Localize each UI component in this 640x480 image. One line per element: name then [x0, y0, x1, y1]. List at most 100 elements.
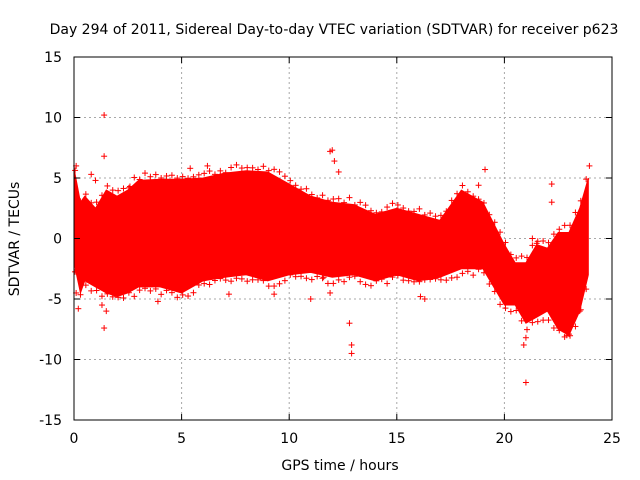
data-point [501, 269, 508, 276]
data-point [522, 334, 529, 341]
edge-marker-lower [454, 274, 461, 281]
edge-marker-upper [367, 207, 374, 214]
edge-marker-lower [432, 275, 439, 282]
edge-marker-lower [179, 291, 186, 298]
edge-marker-upper [324, 197, 331, 204]
edge-marker-upper [104, 182, 111, 189]
data-points [72, 112, 593, 386]
edge-marker-upper [497, 229, 504, 236]
edge-marker-upper [518, 253, 525, 260]
edge-marker-lower [120, 294, 127, 301]
data-point [75, 305, 82, 312]
edge-marker-lower [507, 308, 514, 315]
data-point [126, 183, 133, 190]
edge-marker-upper [529, 242, 536, 249]
edge-marker-upper [567, 222, 574, 229]
edge-marker-upper [470, 193, 477, 200]
edge-marker-upper [158, 174, 165, 181]
edge-marker-upper [572, 209, 579, 216]
edge-marker-upper [389, 200, 396, 207]
data-point [98, 302, 105, 309]
edge-marker-lower [534, 318, 541, 325]
data-point [202, 184, 209, 191]
y-tick-label: 0 [53, 232, 62, 248]
edge-marker-lower [93, 287, 100, 294]
edge-marker-lower [389, 274, 396, 281]
edge-marker-upper [185, 175, 192, 182]
edge-marker-upper [373, 209, 380, 216]
y-tick-label: -10 [39, 353, 62, 369]
edge-marker-upper [475, 196, 482, 203]
edge-marker-lower [529, 319, 536, 326]
edge-marker-lower [346, 274, 353, 281]
edge-marker-lower [319, 275, 326, 282]
data-point [522, 379, 529, 386]
edge-marker-upper [523, 254, 530, 261]
edge-marker-lower [104, 290, 111, 297]
edge-marker-lower [341, 278, 348, 285]
edge-marker-upper [416, 205, 423, 212]
edge-marker-lower [394, 272, 401, 279]
edge-marker-upper [163, 172, 170, 179]
data-point [187, 165, 194, 172]
edge-marker-upper [480, 199, 487, 206]
edge-marker-lower [88, 287, 95, 294]
edge-marker-lower [222, 277, 229, 284]
data-point [548, 181, 555, 188]
edge-marker-lower [174, 294, 181, 301]
data-point [154, 182, 161, 189]
edge-marker-upper [346, 194, 353, 201]
edge-marker-lower [98, 293, 105, 300]
edge-marker-lower [82, 282, 89, 289]
edge-marker-upper [292, 182, 299, 189]
edge-marker-lower [367, 282, 374, 289]
data-point [225, 291, 232, 298]
data-point [335, 168, 342, 175]
edge-marker-upper [88, 199, 95, 206]
edge-marker-lower [480, 269, 487, 276]
edge-marker-lower [125, 289, 132, 296]
edge-marker-lower [115, 294, 122, 301]
data-point [348, 350, 355, 357]
edge-marker-upper [233, 161, 240, 168]
edge-marker-upper [201, 170, 208, 177]
edge-marker-upper [136, 176, 143, 183]
edge-marker-upper [330, 196, 337, 203]
chart-title: Day 294 of 2011, Sidereal Day-to-day VTE… [50, 22, 619, 38]
edge-marker-lower [448, 274, 455, 281]
edge-marker-upper [545, 239, 552, 246]
edge-marker-lower [233, 275, 240, 282]
edge-marker-lower [77, 291, 84, 298]
edge-marker-lower [518, 317, 525, 324]
data-point [533, 240, 540, 247]
x-tick-label: 5 [177, 431, 186, 447]
edge-marker-upper [211, 171, 218, 178]
edge-marker-lower [491, 288, 498, 295]
edge-marker-upper [556, 226, 563, 233]
y-tick-label: -5 [48, 292, 62, 308]
edge-marker-upper [437, 212, 444, 219]
edge-marker-lower [303, 275, 310, 282]
data-point [475, 182, 482, 189]
edge-marker-lower [443, 277, 450, 284]
data-point [331, 158, 338, 165]
edge-marker-upper [341, 199, 348, 206]
edge-marker-lower [437, 276, 444, 283]
edge-marker-lower [142, 285, 149, 292]
data-point [576, 308, 583, 315]
edge-marker-upper [502, 239, 509, 246]
edge-marker-upper [513, 254, 520, 261]
edge-marker-lower [195, 281, 202, 288]
data-point [88, 171, 95, 178]
edge-marker-lower [411, 278, 418, 285]
edge-marker-upper [281, 173, 288, 180]
edge-marker-upper [115, 187, 122, 194]
data-point [154, 298, 161, 305]
y-tick-label: 15 [44, 50, 62, 66]
data-point [346, 320, 353, 327]
edge-marker-lower [421, 276, 428, 283]
edge-marker-upper [228, 164, 235, 171]
edge-marker-lower [281, 277, 288, 284]
data-point [482, 166, 489, 173]
